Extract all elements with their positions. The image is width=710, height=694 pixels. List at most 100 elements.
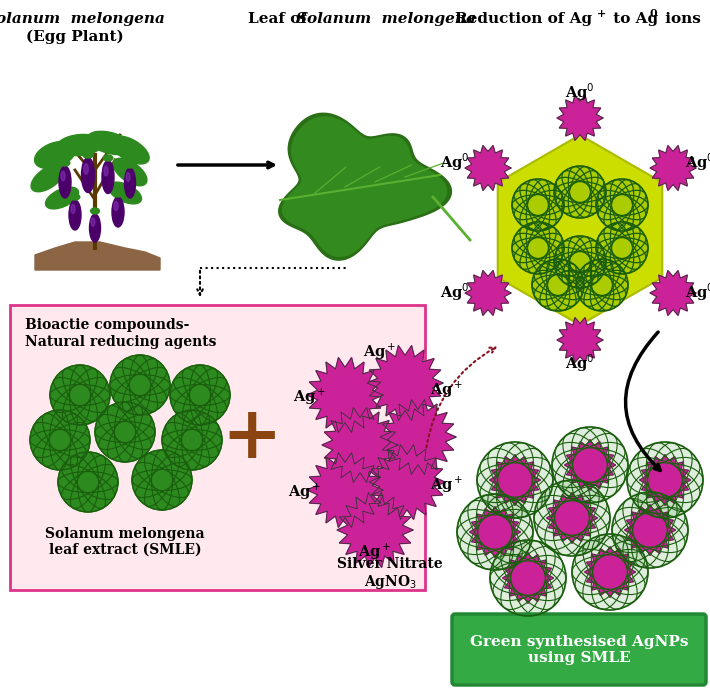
Ellipse shape bbox=[84, 164, 88, 174]
Circle shape bbox=[170, 365, 230, 425]
Text: Natural reducing agents: Natural reducing agents bbox=[25, 335, 217, 349]
Text: ions: ions bbox=[660, 12, 701, 26]
Circle shape bbox=[95, 402, 155, 462]
Text: Ag$^0$: Ag$^0$ bbox=[565, 81, 595, 103]
Ellipse shape bbox=[70, 194, 80, 200]
Polygon shape bbox=[584, 547, 635, 598]
Text: Ag$^+$: Ag$^+$ bbox=[430, 380, 464, 400]
Ellipse shape bbox=[57, 135, 103, 155]
Ellipse shape bbox=[69, 200, 81, 230]
Polygon shape bbox=[367, 346, 443, 421]
Polygon shape bbox=[557, 318, 603, 362]
Circle shape bbox=[572, 534, 648, 610]
Polygon shape bbox=[547, 493, 597, 543]
Polygon shape bbox=[650, 146, 696, 190]
Circle shape bbox=[576, 259, 628, 311]
Circle shape bbox=[50, 365, 110, 425]
Polygon shape bbox=[625, 505, 675, 555]
Ellipse shape bbox=[87, 131, 133, 155]
Text: Ag$^0$: Ag$^0$ bbox=[565, 352, 595, 374]
Ellipse shape bbox=[124, 168, 136, 198]
Polygon shape bbox=[465, 146, 511, 190]
Ellipse shape bbox=[91, 218, 95, 226]
Circle shape bbox=[554, 166, 606, 218]
Ellipse shape bbox=[82, 158, 94, 192]
Circle shape bbox=[477, 442, 553, 518]
Ellipse shape bbox=[102, 160, 114, 194]
Ellipse shape bbox=[103, 155, 113, 161]
Polygon shape bbox=[307, 452, 383, 527]
Polygon shape bbox=[380, 400, 456, 475]
Ellipse shape bbox=[113, 191, 123, 197]
Text: Ag$^0$: Ag$^0$ bbox=[440, 151, 470, 173]
Polygon shape bbox=[640, 455, 690, 505]
Circle shape bbox=[534, 480, 610, 556]
Circle shape bbox=[110, 355, 170, 415]
Ellipse shape bbox=[112, 197, 124, 227]
Circle shape bbox=[612, 492, 688, 568]
Circle shape bbox=[58, 452, 118, 512]
Circle shape bbox=[596, 222, 648, 274]
Text: Ag$^+$: Ag$^+$ bbox=[359, 542, 392, 562]
Ellipse shape bbox=[31, 164, 65, 192]
Text: Solanum  melongena: Solanum melongena bbox=[296, 12, 476, 26]
Polygon shape bbox=[489, 455, 540, 505]
Ellipse shape bbox=[35, 142, 75, 169]
Text: (Egg Plant): (Egg Plant) bbox=[26, 30, 124, 44]
Polygon shape bbox=[650, 271, 696, 316]
Circle shape bbox=[490, 540, 566, 616]
Ellipse shape bbox=[126, 173, 130, 182]
Text: Ag$^+$: Ag$^+$ bbox=[364, 342, 397, 362]
Polygon shape bbox=[279, 113, 452, 260]
Ellipse shape bbox=[59, 166, 71, 198]
Circle shape bbox=[132, 450, 192, 510]
Ellipse shape bbox=[109, 182, 141, 204]
Ellipse shape bbox=[91, 208, 99, 214]
Polygon shape bbox=[498, 135, 662, 325]
Polygon shape bbox=[465, 271, 511, 316]
Polygon shape bbox=[469, 507, 520, 557]
Circle shape bbox=[512, 222, 564, 274]
Text: Silver Nitrate: Silver Nitrate bbox=[337, 557, 443, 571]
FancyBboxPatch shape bbox=[10, 305, 425, 590]
Ellipse shape bbox=[71, 205, 75, 214]
Polygon shape bbox=[283, 117, 447, 256]
Text: Reduction of Ag: Reduction of Ag bbox=[455, 12, 592, 26]
Text: +: + bbox=[222, 402, 283, 473]
Circle shape bbox=[552, 427, 628, 503]
Text: Leaf of: Leaf of bbox=[248, 12, 312, 26]
Polygon shape bbox=[503, 552, 554, 604]
Polygon shape bbox=[35, 242, 160, 270]
Ellipse shape bbox=[126, 162, 134, 168]
Text: Solanum melongena: Solanum melongena bbox=[45, 527, 204, 541]
Ellipse shape bbox=[60, 160, 70, 166]
Polygon shape bbox=[337, 493, 413, 568]
Ellipse shape bbox=[114, 201, 118, 210]
Text: +: + bbox=[597, 8, 606, 19]
Circle shape bbox=[512, 179, 564, 231]
Polygon shape bbox=[557, 96, 603, 140]
Text: Ag$^0$: Ag$^0$ bbox=[440, 281, 470, 303]
Ellipse shape bbox=[111, 136, 149, 164]
Polygon shape bbox=[369, 445, 445, 519]
Polygon shape bbox=[307, 357, 383, 432]
Polygon shape bbox=[564, 439, 616, 491]
Ellipse shape bbox=[45, 187, 79, 209]
Text: Green synthesised AgNPs
using SMLE: Green synthesised AgNPs using SMLE bbox=[470, 635, 688, 665]
Circle shape bbox=[162, 410, 222, 470]
Ellipse shape bbox=[104, 166, 108, 176]
Ellipse shape bbox=[89, 214, 101, 242]
Circle shape bbox=[596, 179, 648, 231]
Circle shape bbox=[532, 259, 584, 311]
Circle shape bbox=[554, 236, 606, 288]
Circle shape bbox=[627, 442, 703, 518]
Text: Ag$^0$: Ag$^0$ bbox=[685, 151, 710, 173]
Polygon shape bbox=[322, 407, 398, 482]
Ellipse shape bbox=[113, 158, 147, 186]
Text: leaf extract (SMLE): leaf extract (SMLE) bbox=[49, 543, 202, 557]
Text: 0: 0 bbox=[650, 8, 657, 19]
Circle shape bbox=[457, 494, 533, 570]
FancyBboxPatch shape bbox=[452, 614, 706, 685]
Ellipse shape bbox=[61, 171, 65, 181]
Text: Ag$^+$: Ag$^+$ bbox=[288, 482, 322, 502]
